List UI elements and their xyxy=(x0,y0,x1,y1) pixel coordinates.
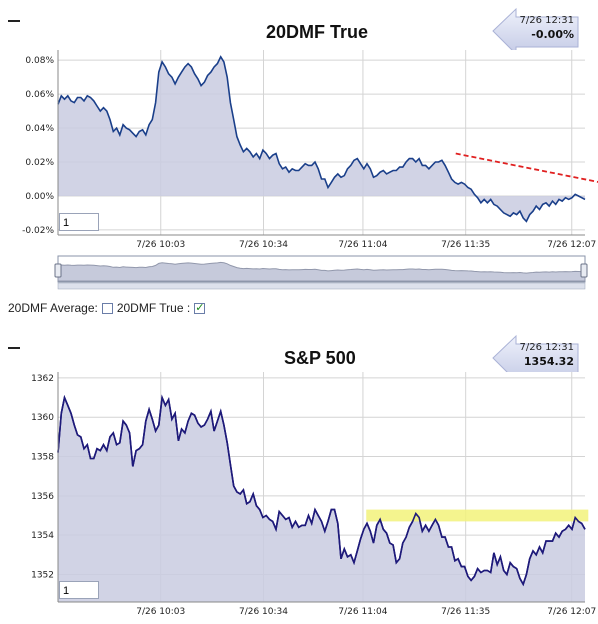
range-handle-left[interactable] xyxy=(54,263,62,278)
x-tick-label: 7/26 11:35 xyxy=(441,240,490,250)
range-navigator[interactable] xyxy=(0,252,598,292)
legend-label-true: 20DMF True : xyxy=(116,301,191,315)
true-checkbox[interactable] xyxy=(194,301,206,314)
x-tick-label: 7/26 11:35 xyxy=(441,607,490,617)
y-tick-label: 1358 xyxy=(31,453,54,463)
y-tick-label: 1354 xyxy=(31,531,54,541)
series-line xyxy=(57,394,586,587)
collapse-toggle-icon[interactable] xyxy=(8,20,20,22)
y-tick-label: 0.08% xyxy=(25,56,54,66)
zoom-input[interactable]: 1 xyxy=(59,213,99,231)
callout-value: -0.00% xyxy=(531,28,574,41)
callout-value: 1354.32 xyxy=(523,355,574,368)
y-tick-label: 0.06% xyxy=(25,90,54,100)
chart-title: S&P 500 xyxy=(284,348,356,368)
collapse-toggle-icon[interactable] xyxy=(8,347,20,349)
range-handle-right[interactable] xyxy=(580,263,588,278)
y-tick-label: 0.00% xyxy=(25,192,54,202)
x-tick-label: 7/26 10:03 xyxy=(136,240,185,250)
zoom-input[interactable]: 1 xyxy=(59,581,99,599)
callout-time: 7/26 12:31 xyxy=(519,342,574,353)
trend-line xyxy=(455,152,598,183)
series-line xyxy=(57,55,586,223)
series-legend: 20DMF Average: 20DMF True : xyxy=(8,301,209,315)
y-tick-label: -0.02% xyxy=(22,226,54,236)
y-tick-label: 1360 xyxy=(31,413,54,423)
highlight-band xyxy=(366,509,589,522)
x-tick-label: 7/26 10:03 xyxy=(136,607,185,617)
y-tick-label: 0.02% xyxy=(25,158,54,168)
chart-title: 20DMF True xyxy=(266,22,369,42)
x-tick-label: 7/26 11:04 xyxy=(338,607,387,617)
series-area xyxy=(58,397,585,602)
x-tick-label: 7/26 12:07 xyxy=(547,240,596,250)
y-tick-label: 0.04% xyxy=(25,124,54,134)
y-tick-label: 1356 xyxy=(31,492,54,502)
callout-time: 7/26 12:31 xyxy=(519,15,574,26)
average-checkbox[interactable] xyxy=(101,302,113,314)
x-tick-label: 7/26 10:34 xyxy=(239,240,288,250)
legend-label-average: 20DMF Average: xyxy=(8,301,98,315)
chart-plot-20dmf: 0.08% 0.06% 0.04% 0.02% 0.00% -0.02% 7/26 10:0… xyxy=(22,50,598,250)
x-tick-label: 7/26 11:04 xyxy=(338,240,387,250)
y-tick-label: 1352 xyxy=(31,570,54,580)
x-tick-label: 7/26 10:34 xyxy=(239,607,288,617)
x-tick-label: 7/26 12:07 xyxy=(547,607,596,617)
series-area xyxy=(58,56,585,222)
y-tick-label: 1362 xyxy=(31,374,54,384)
